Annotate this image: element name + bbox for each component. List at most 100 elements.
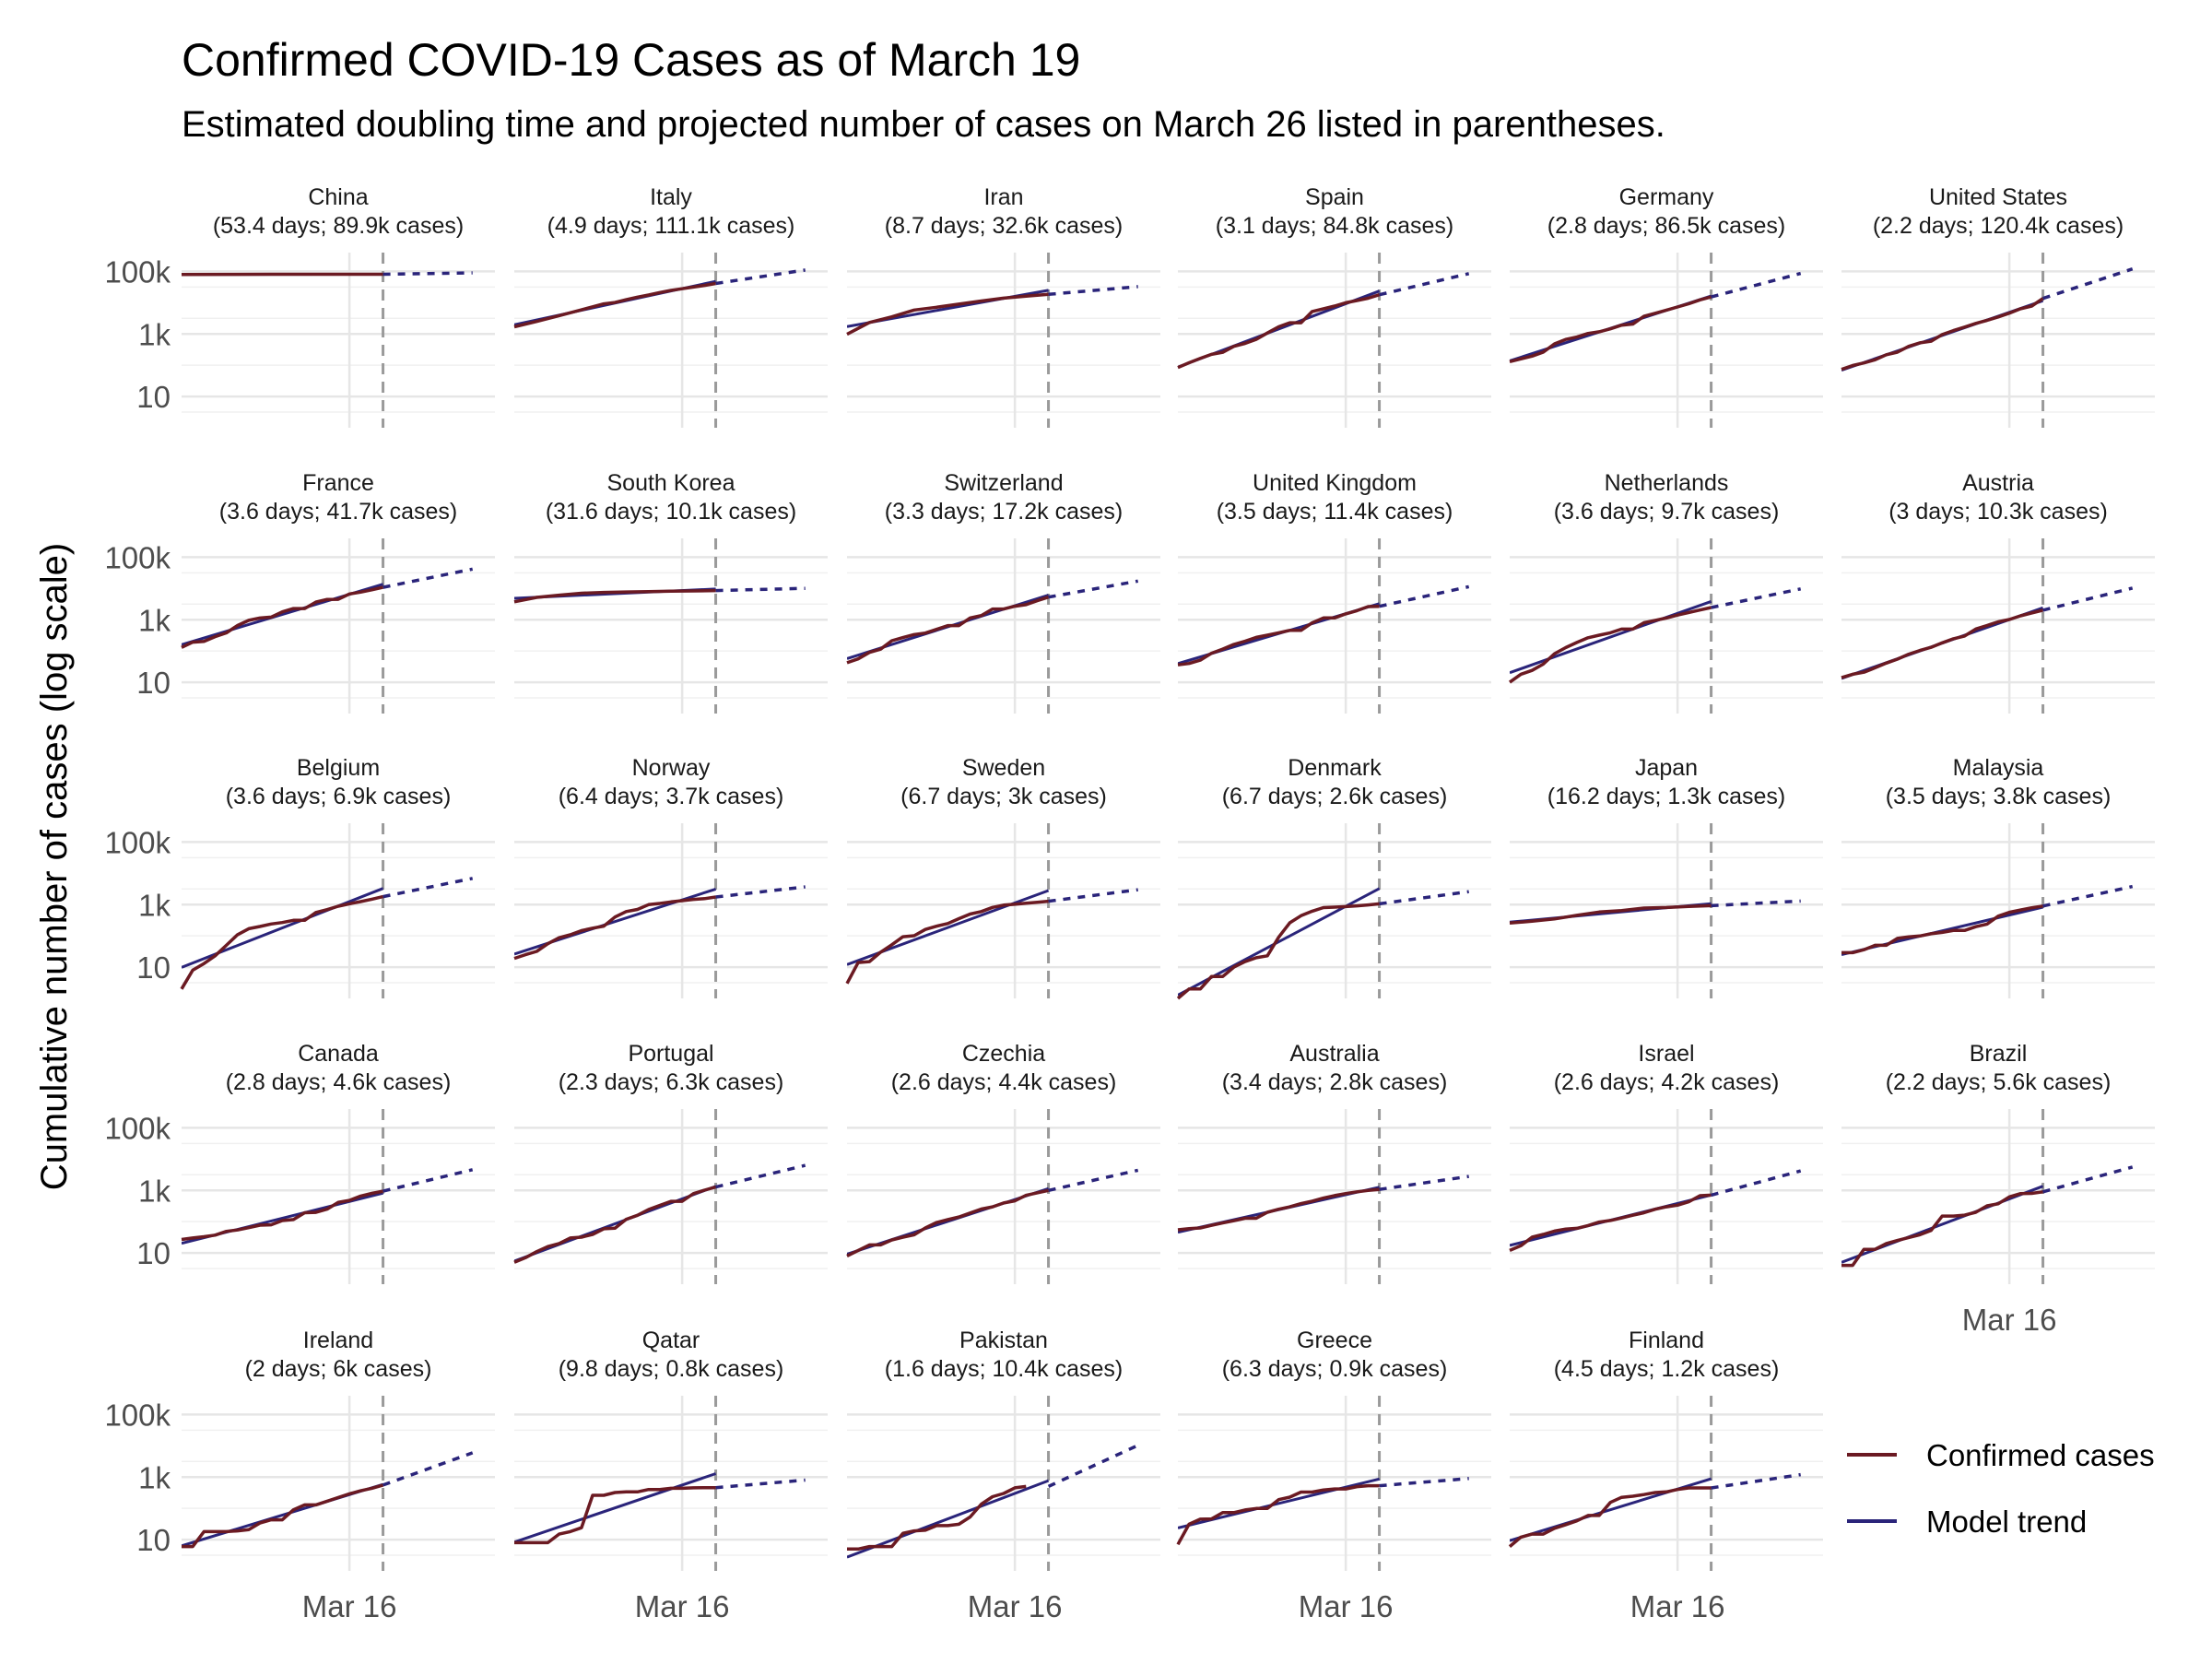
panel-title: Sweden	[962, 755, 1045, 781]
confirmed-cases-line	[1841, 1192, 2043, 1266]
confirmed-cases-line	[1510, 905, 1712, 923]
panel-title: Australia	[1289, 1041, 1379, 1067]
panel-united-kingdom: United Kingdom (3.5 days; 11.4k cases)	[1178, 470, 1491, 714]
panel-subtitle: (6.7 days; 3k cases)	[900, 784, 1107, 809]
projection-line	[1049, 1170, 1138, 1190]
projection-line	[383, 879, 473, 897]
confirmed-cases-line	[514, 1488, 716, 1543]
projection-line	[1049, 1446, 1138, 1487]
panel-australia: Australia(3.4 days; 2.8k cases)	[1178, 1041, 1491, 1284]
y-tick-label: 1k	[138, 317, 171, 351]
confirmed-cases-line	[514, 284, 716, 327]
panel-title: Finland	[1629, 1328, 1704, 1353]
projection-line	[1380, 1176, 1469, 1189]
projection-line	[1049, 890, 1138, 902]
panel-japan: Japan(16.2 days; 1.3k cases)	[1510, 755, 1823, 998]
confirmed-cases-line	[1178, 1189, 1380, 1230]
model-trend-line	[182, 889, 383, 968]
projection-line	[1380, 586, 1469, 606]
panel-subtitle: (3.6 days; 41.7k cases)	[219, 499, 457, 525]
panel-title: Belgium	[297, 755, 380, 781]
panel-germany: Germany(2.8 days; 86.5k cases)	[1510, 184, 1823, 428]
panel-subtitle: (6.3 days; 0.9k cases)	[1222, 1356, 1448, 1382]
legend-model-label: Model trend	[1926, 1505, 2087, 1539]
panel-pakistan: Pakistan(1.6 days; 10.4k cases)Mar 16	[847, 1328, 1160, 1623]
panel-finland: Finland(4.5 days; 1.2k cases)Mar 16	[1510, 1328, 1823, 1623]
y-tick-label: 100k	[104, 1398, 171, 1432]
panel-subtitle: (53.4 days; 89.9k cases)	[213, 213, 464, 239]
panel-title: United Kingdom	[1253, 470, 1417, 496]
y-tick-label: 10	[136, 380, 171, 414]
projection-line	[2043, 588, 2133, 610]
confirmed-cases-line	[514, 897, 716, 959]
x-tick-label: Mar 16	[302, 1589, 397, 1623]
panel-subtitle: (2 days; 6k cases)	[245, 1356, 432, 1382]
panel-subtitle: (3.4 days; 2.8k cases)	[1222, 1069, 1448, 1095]
x-tick-label: Mar 16	[968, 1589, 1063, 1623]
panel-title: Qatar	[642, 1328, 700, 1353]
panel-title: Canada	[298, 1041, 379, 1067]
panel-united-states: United States(2.2 days; 120.4k cases)	[1841, 184, 2155, 428]
projection-line	[1380, 1479, 1469, 1486]
panel-title: United States	[1929, 184, 2067, 210]
panel-title: Brazil	[1970, 1041, 2028, 1067]
confirmed-cases-line	[847, 597, 1049, 663]
panel-subtitle: (3.5 days; 3.8k cases)	[1886, 784, 2112, 809]
confirmed-cases-line	[1510, 1488, 1712, 1547]
panel-title: Netherlands	[1605, 470, 1729, 496]
projection-line	[716, 1165, 806, 1187]
chart-subtitle: Estimated doubling time and projected nu…	[182, 104, 1665, 145]
panel-netherlands: Netherlands(3.6 days; 9.7k cases)	[1510, 470, 1823, 714]
y-tick-label: 100k	[104, 1111, 171, 1145]
projection-line	[383, 569, 473, 587]
x-tick-label: Mar 16	[635, 1589, 730, 1623]
panel-czechia: Czechia(2.6 days; 4.4k cases)	[847, 1041, 1160, 1284]
panel-subtitle: (8.7 days; 32.6k cases)	[885, 213, 1123, 239]
panel-title: Spain	[1305, 184, 1364, 210]
panel-title: Portugal	[628, 1041, 713, 1067]
panel-subtitle: (3 days; 10.3k cases)	[1888, 499, 2108, 525]
panel-title: Italy	[650, 184, 692, 210]
panel-spain: Spain (3.1 days; 84.8k cases)	[1178, 184, 1491, 428]
panel-subtitle: (3.6 days; 6.9k cases)	[226, 784, 452, 809]
panel-title: Denmark	[1288, 755, 1382, 781]
y-tick-label: 100k	[104, 540, 171, 574]
y-tick-label: 1k	[138, 1174, 171, 1208]
panel-title: China	[308, 184, 368, 210]
legend-confirmed-label: Confirmed cases	[1926, 1438, 2155, 1472]
panel-austria: Austria(3 days; 10.3k cases)	[1841, 470, 2155, 714]
y-tick-label: 1k	[138, 603, 171, 637]
panel-greece: Greece(6.3 days; 0.9k cases)Mar 16	[1178, 1328, 1491, 1623]
y-tick-label: 1k	[138, 1460, 171, 1494]
panel-title: Ireland	[303, 1328, 373, 1353]
panel-subtitle: (2.8 days; 4.6k cases)	[226, 1069, 452, 1095]
panel-subtitle: (3.1 days; 84.8k cases)	[1216, 213, 1453, 239]
chart-title: Confirmed COVID-19 Cases as of March 19	[182, 34, 1080, 86]
projection-line	[383, 1453, 473, 1485]
panel-title: Pakistan	[959, 1328, 1048, 1353]
panel-subtitle: (4.5 days; 1.2k cases)	[1554, 1356, 1780, 1382]
confirmed-cases-line	[182, 897, 383, 989]
x-tick-label: Mar 16	[1962, 1303, 2057, 1337]
panel-subtitle: (2.2 days; 5.6k cases)	[1886, 1069, 2112, 1095]
panel-subtitle: (2.3 days; 6.3k cases)	[559, 1069, 784, 1095]
y-axis-label: Cumulative number of cases (log scale)	[34, 543, 75, 1191]
panel-italy: Italy(4.9 days; 111.1k cases)	[514, 184, 828, 428]
panel-subtitle: (3.5 days; 11.4k cases)	[1217, 499, 1453, 525]
panel-subtitle: (16.2 days; 1.3k cases)	[1547, 784, 1785, 809]
panel-brazil: Brazil(2.2 days; 5.6k cases) Mar 16	[1841, 1041, 2155, 1337]
projection-line	[1049, 581, 1138, 596]
confirmed-cases-line	[847, 294, 1049, 334]
confirmed-cases-line	[182, 1191, 383, 1239]
confirmed-cases-line	[1178, 1486, 1380, 1545]
projection-line	[2043, 269, 2133, 299]
panel-denmark: Denmark(6.7 days; 2.6k cases)	[1178, 755, 1491, 998]
panel-norway: Norway(6.4 days; 3.7k cases)	[514, 755, 828, 998]
x-tick-label: Mar 16	[1299, 1589, 1394, 1623]
confirmed-cases-line	[1178, 903, 1380, 998]
panel-title: France	[302, 470, 374, 496]
panel-subtitle: (9.8 days; 0.8k cases)	[559, 1356, 784, 1382]
